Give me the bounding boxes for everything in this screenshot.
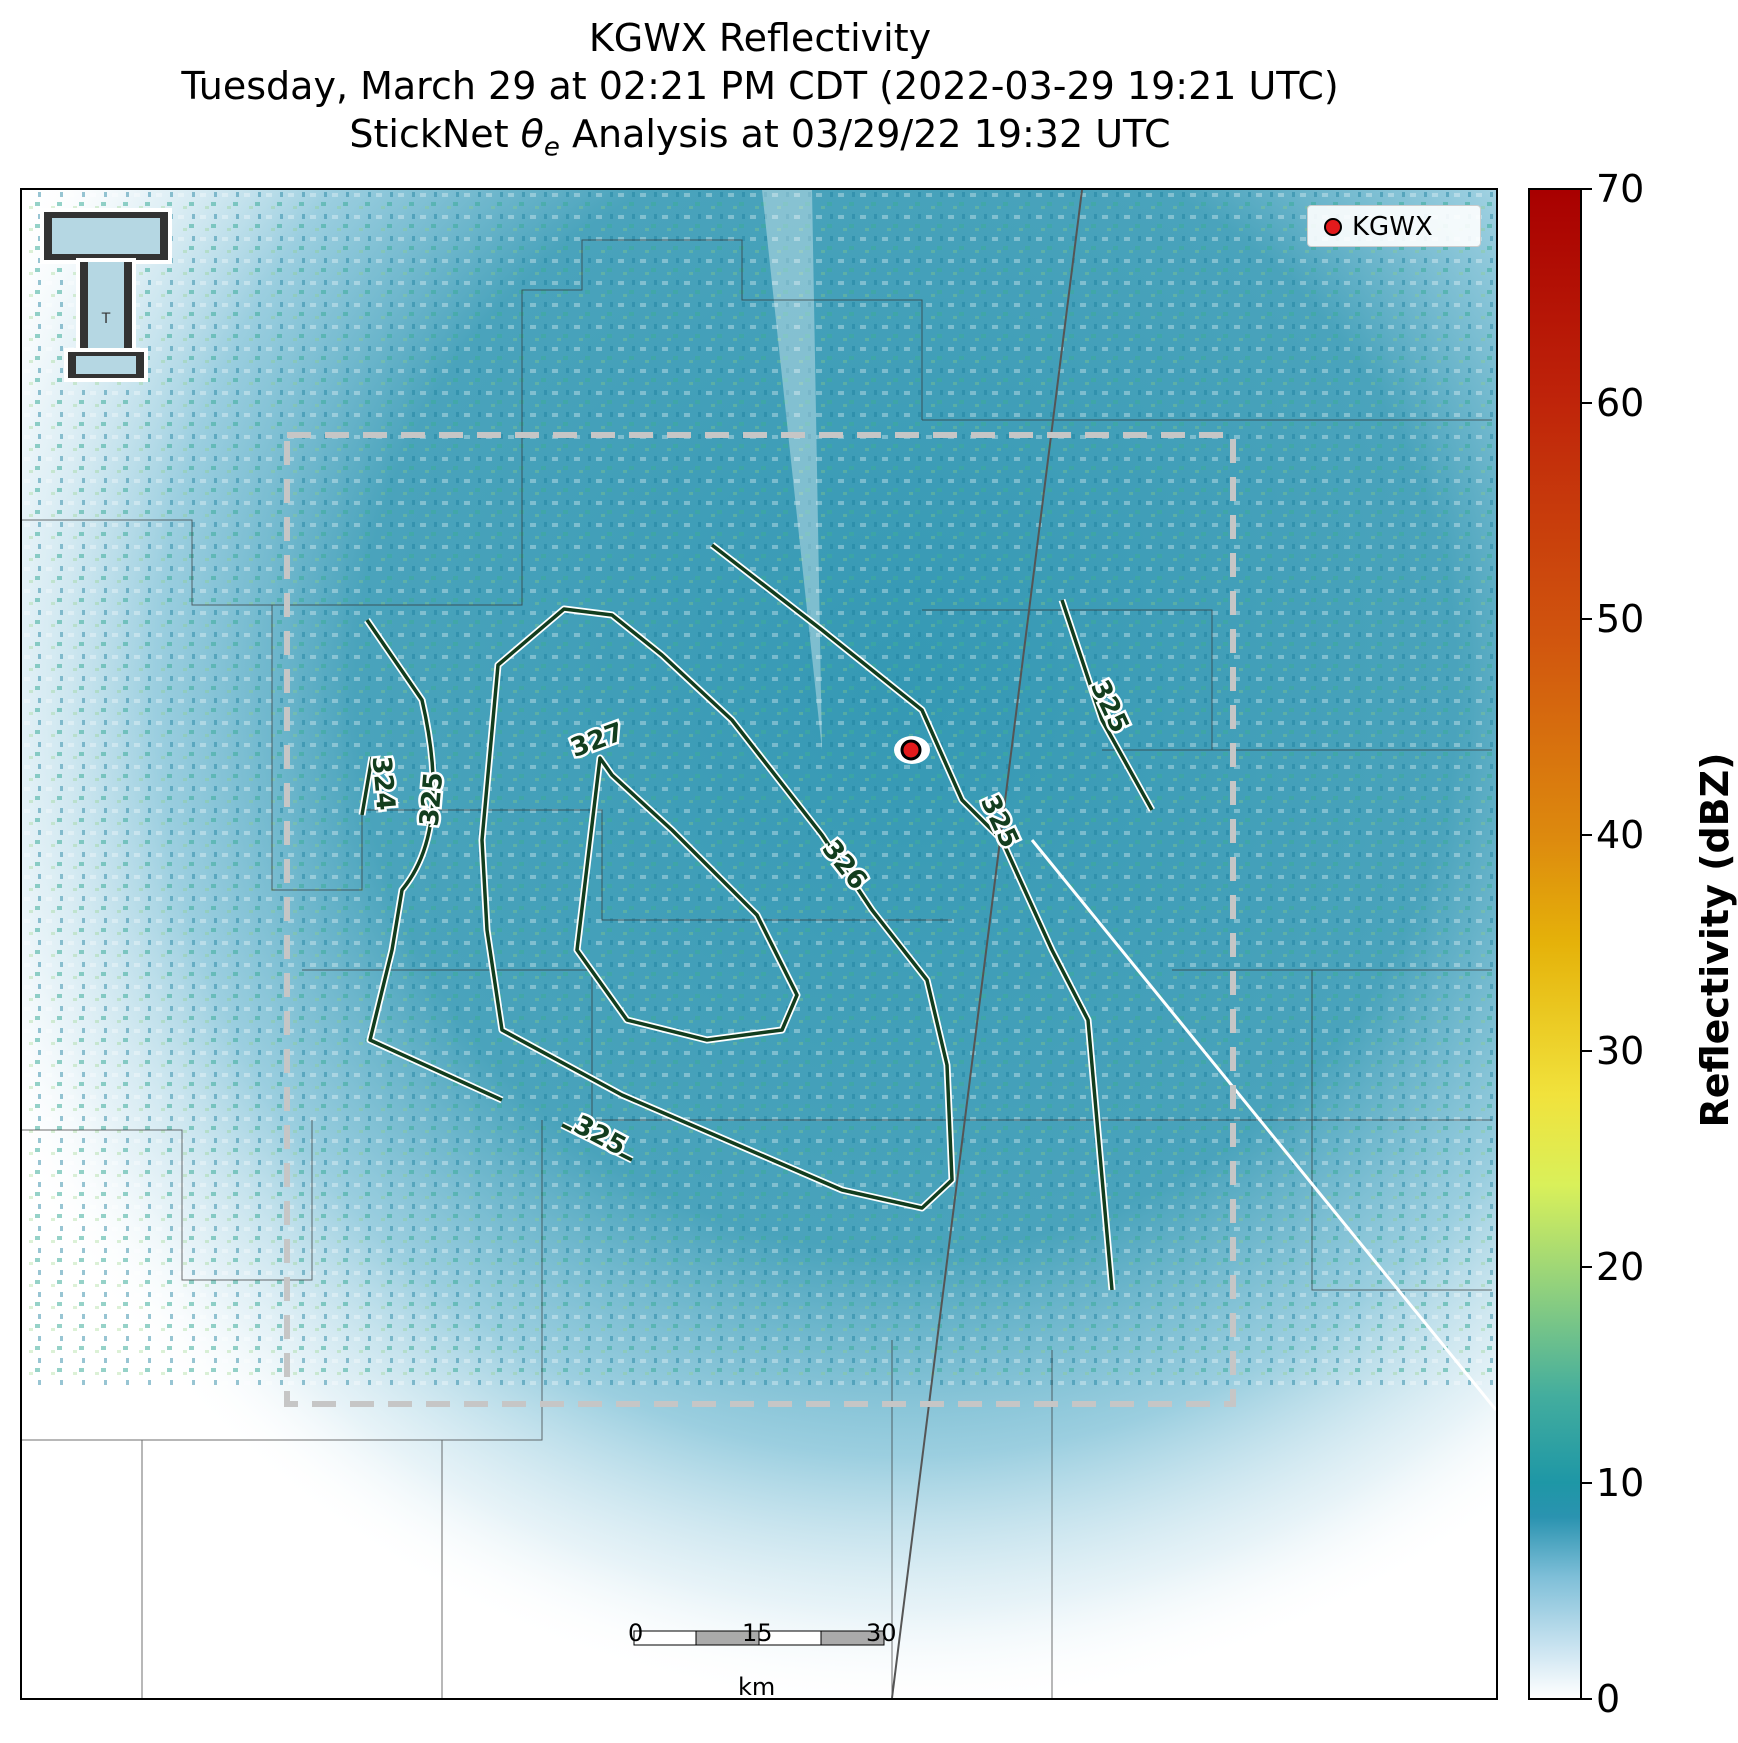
chart-subtitle-analysis: StickNet θe Analysis at 03/29/22 19:32 U… bbox=[0, 112, 1520, 170]
radar-site-marker[interactable] bbox=[900, 739, 922, 761]
scale-bar bbox=[633, 1630, 885, 1646]
scale-tick-label: 15 bbox=[742, 1619, 773, 1647]
scale-tick-label: 0 bbox=[628, 1619, 644, 1647]
map-legend: KGWX bbox=[1307, 205, 1481, 247]
texas-tech-logo: T bbox=[40, 208, 172, 382]
theta-e-contours bbox=[358, 542, 1156, 1291]
contour-label: 325 bbox=[415, 771, 450, 828]
colorbar-title: Reflectivity (dBZ) bbox=[1693, 752, 1737, 1128]
colorbar-label: 70 bbox=[1596, 167, 1645, 211]
analysis-domain-box bbox=[284, 432, 1236, 1407]
colorbar-tick bbox=[1582, 1482, 1592, 1484]
colorbar bbox=[1528, 188, 1582, 1700]
reflectivity-speckle bbox=[22, 190, 1496, 1390]
analysis-prefix: StickNet bbox=[349, 112, 521, 156]
contour-label: 324 bbox=[366, 755, 401, 812]
colorbar-tick bbox=[1582, 1050, 1592, 1052]
logo-text: T bbox=[101, 311, 111, 327]
colorbar-label: 40 bbox=[1596, 813, 1645, 857]
radar-map-svg: 325 324 325 327 326 325 325 T bbox=[22, 190, 1496, 1698]
colorbar-tick bbox=[1582, 1698, 1592, 1700]
colorbar-label: 20 bbox=[1596, 1245, 1645, 1289]
legend-label: KGWX bbox=[1352, 212, 1433, 242]
analysis-suffix: Analysis at 03/29/22 19:32 UTC bbox=[559, 112, 1171, 156]
chart-title: KGWX Reflectivity bbox=[588, 16, 932, 60]
theta-subscript: e bbox=[543, 132, 560, 163]
chart-subtitle-time: Tuesday, March 29 at 02:21 PM CDT (2022-… bbox=[181, 64, 1339, 108]
colorbar-label: 10 bbox=[1596, 1461, 1645, 1505]
colorbar-tick bbox=[1582, 402, 1592, 404]
colorbar-label: 30 bbox=[1596, 1029, 1645, 1073]
scale-tick-label: 30 bbox=[866, 1619, 897, 1647]
colorbar-tick bbox=[1582, 1266, 1592, 1268]
theta-symbol: θ bbox=[520, 112, 544, 156]
colorbar-label: 0 bbox=[1596, 1677, 1621, 1721]
colorbar-tick bbox=[1582, 188, 1592, 190]
colorbar-label: 60 bbox=[1596, 381, 1645, 425]
colorbar-tick bbox=[1582, 618, 1592, 620]
county-borders bbox=[22, 239, 1492, 1698]
beam-blockage bbox=[762, 190, 822, 750]
legend-marker-icon bbox=[1324, 218, 1342, 236]
highway-north-south bbox=[891, 190, 1083, 1698]
radar-map[interactable]: 325 324 325 327 326 325 325 T bbox=[20, 188, 1498, 1700]
scale-unit-label: km bbox=[738, 1673, 776, 1701]
colorbar-tick bbox=[1582, 834, 1592, 836]
colorbar-label: 50 bbox=[1596, 597, 1645, 641]
highway-diagonal bbox=[1030, 839, 1496, 1411]
